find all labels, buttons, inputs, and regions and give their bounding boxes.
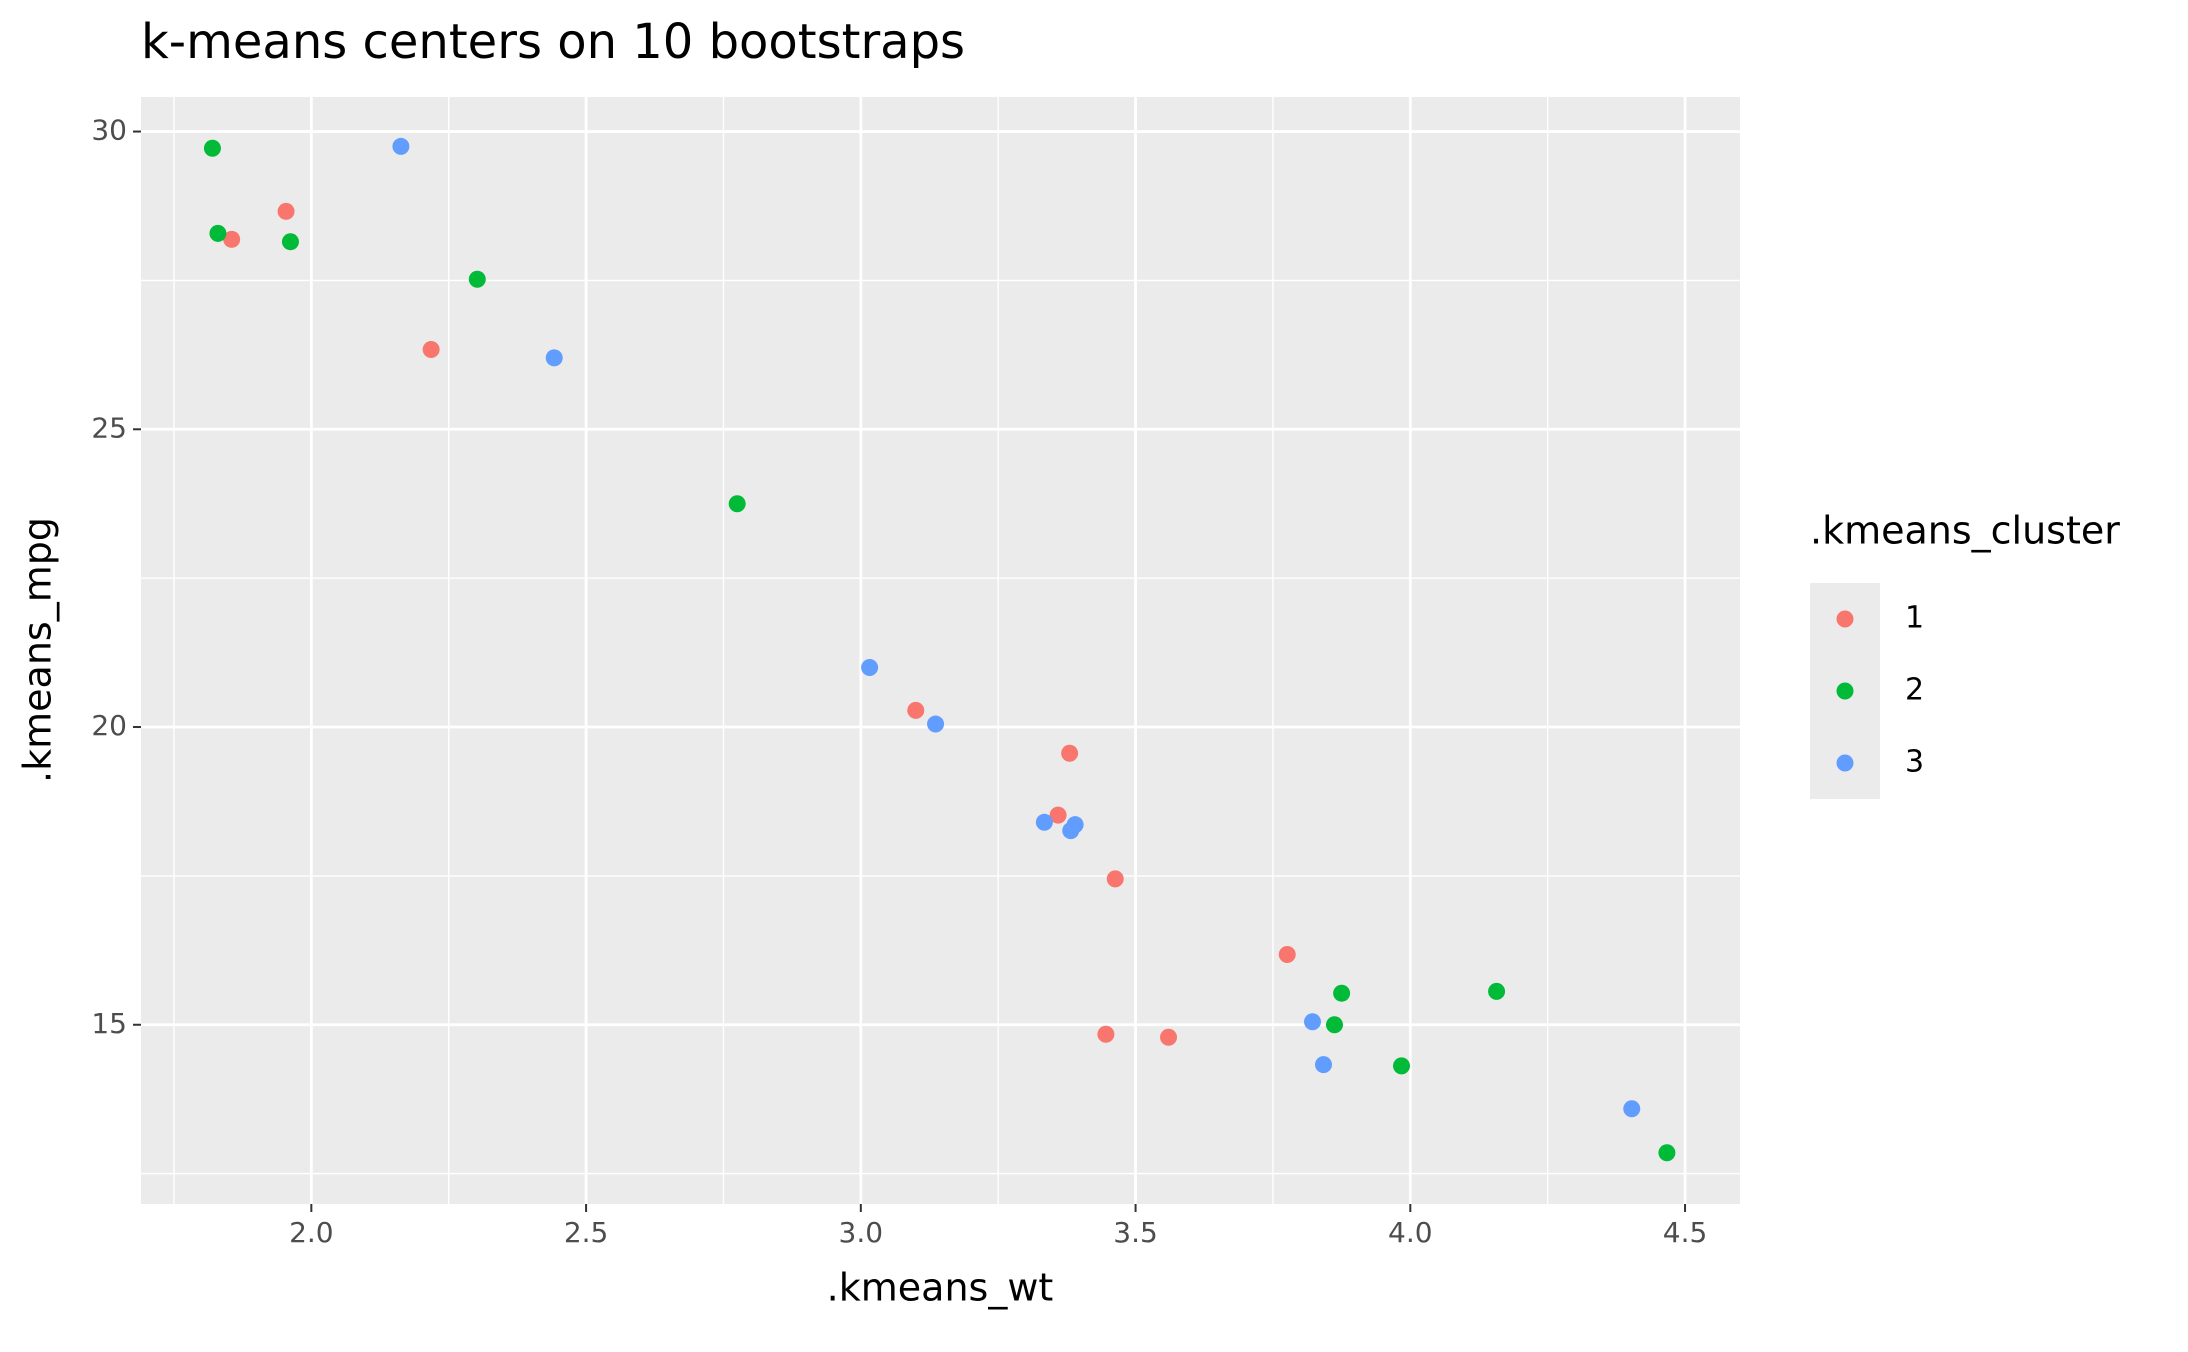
- data-point: [1278, 945, 1296, 963]
- data-point: [1325, 1016, 1343, 1034]
- data-point: [1106, 870, 1124, 888]
- data-point: [545, 349, 563, 367]
- y-tick-label: 25: [91, 411, 127, 444]
- data-point: [1333, 984, 1351, 1002]
- x-axis-title: .kmeans_wt: [827, 1266, 1054, 1310]
- legend-marker: [1836, 610, 1854, 628]
- x-tick-label: 2.0: [289, 1216, 334, 1249]
- data-point: [1035, 813, 1053, 831]
- x-tick-label: 3.0: [839, 1216, 884, 1249]
- data-point: [1393, 1057, 1411, 1075]
- data-point: [1488, 982, 1506, 1000]
- chart-title: k-means centers on 10 bootstraps: [141, 14, 965, 70]
- legend-label: 1: [1905, 601, 1924, 636]
- data-point: [927, 715, 945, 733]
- data-point: [861, 658, 879, 676]
- data-point: [1049, 806, 1067, 824]
- legend-label: 3: [1905, 745, 1924, 780]
- y-tick-label: 20: [91, 709, 127, 742]
- legend-marker: [1836, 682, 1854, 700]
- data-point: [223, 230, 241, 248]
- data-point: [1160, 1028, 1178, 1046]
- data-point: [1061, 744, 1079, 762]
- data-point: [392, 137, 410, 155]
- legend-label: 2: [1905, 673, 1924, 708]
- x-tick-label: 4.5: [1663, 1216, 1708, 1249]
- data-point: [907, 701, 925, 719]
- data-point: [1658, 1144, 1676, 1162]
- data-point: [1304, 1013, 1322, 1031]
- legend-title: .kmeans_cluster: [1810, 509, 2120, 553]
- data-point: [1097, 1025, 1115, 1043]
- y-tick-label: 15: [91, 1007, 127, 1040]
- data-point: [1314, 1056, 1332, 1074]
- data-point: [1066, 816, 1084, 834]
- data-point: [203, 139, 221, 157]
- data-point: [277, 202, 295, 220]
- data-point: [468, 270, 486, 288]
- x-tick-label: 3.5: [1113, 1216, 1158, 1249]
- y-axis-title: .kmeans_mpg: [16, 517, 60, 783]
- y-tick-label: 30: [91, 114, 127, 147]
- data-point: [422, 340, 440, 358]
- data-point: [281, 233, 299, 251]
- data-point: [728, 495, 746, 513]
- plot-panel: [141, 97, 1740, 1204]
- data-point: [209, 224, 227, 242]
- x-tick-label: 2.5: [564, 1216, 609, 1249]
- legend-marker: [1836, 754, 1854, 772]
- x-tick-label: 4.0: [1388, 1216, 1433, 1249]
- data-point: [1623, 1100, 1641, 1118]
